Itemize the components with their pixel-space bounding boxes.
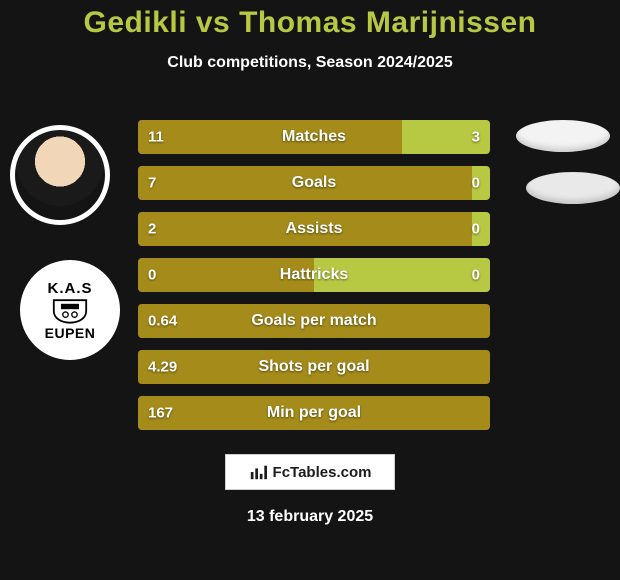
stat-value-left: 0: [148, 267, 156, 284]
date-text: 13 february 2025: [247, 508, 373, 526]
stat-value-left: 4.29: [148, 359, 177, 376]
stats-container: 11 3 Matches 7 0 Goals 2 0 Assists 0 0 Hattricks 0.6…: [138, 120, 490, 430]
stat-label: Assists: [286, 220, 343, 238]
shield-icon: [52, 297, 88, 325]
page-title: Gedikli vs Thomas Marijnissen: [0, 0, 620, 40]
stat-value-left: 167: [148, 405, 173, 422]
club-text-eupen: EUPEN: [45, 325, 96, 341]
stat-value-right: 0: [472, 221, 480, 238]
stat-value-left: 11: [148, 129, 164, 146]
stat-row: 0.64 Goals per match: [138, 304, 490, 338]
player1-club-badge: K.A.S EUPEN: [20, 260, 120, 360]
stat-label: Matches: [282, 128, 346, 146]
brand-badge: FcTables.com: [225, 454, 395, 490]
stat-value-right: 0: [472, 267, 480, 284]
stat-segment-left: [138, 120, 402, 154]
stat-row: 4.29 Shots per goal: [138, 350, 490, 384]
stat-value-left: 0.64: [148, 313, 177, 330]
player1-avatar: [10, 125, 110, 225]
stat-row: 167 Min per goal: [138, 396, 490, 430]
stat-row: 7 0 Goals: [138, 166, 490, 200]
stat-value-right: 0: [472, 175, 480, 192]
page-subtitle: Club competitions, Season 2024/2025: [0, 54, 620, 72]
stat-value-right: 3: [472, 129, 480, 146]
stat-label: Min per goal: [267, 404, 361, 422]
stat-value-left: 7: [148, 175, 156, 192]
stat-label: Shots per goal: [258, 358, 369, 376]
brand-text: FcTables.com: [273, 464, 372, 481]
player2-club-placeholder: [526, 172, 620, 204]
stat-label: Goals: [292, 174, 336, 192]
player2-avatar-placeholder: [516, 120, 610, 152]
bar-chart-icon: [249, 463, 267, 481]
stat-value-left: 2: [148, 221, 156, 238]
stat-row: 11 3 Matches: [138, 120, 490, 154]
stat-label: Hattricks: [280, 266, 348, 284]
stat-row: 2 0 Assists: [138, 212, 490, 246]
comparison-infographic: Gedikli vs Thomas Marijnissen Club compe…: [0, 0, 620, 580]
stat-row: 0 0 Hattricks: [138, 258, 490, 292]
stat-label: Goals per match: [251, 312, 376, 330]
club-text-kas: K.A.S: [47, 280, 92, 297]
